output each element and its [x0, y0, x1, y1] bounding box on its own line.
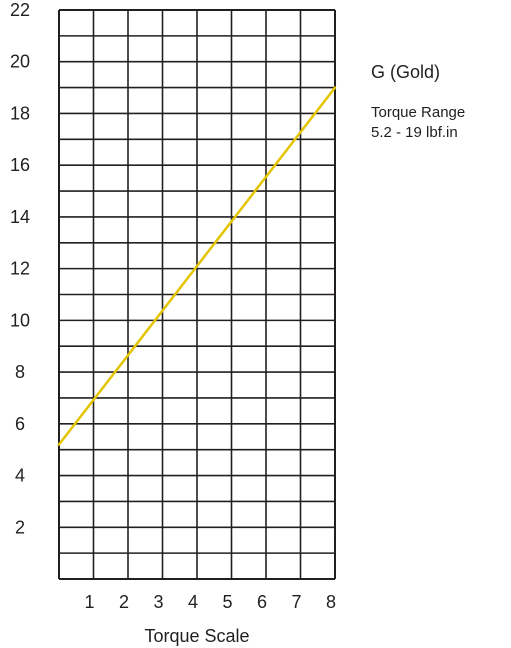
y-tick-label: 4	[15, 466, 25, 486]
x-tick-label: 7	[291, 592, 301, 612]
series-layer	[57, 86, 337, 446]
x-tick-labels: 1 2 3 4 5 6 7 8	[84, 592, 336, 612]
y-tick-label: 8	[15, 362, 25, 382]
x-tick-label: 4	[188, 592, 198, 612]
grid	[58, 9, 336, 580]
y-tick-label: 20	[10, 52, 30, 72]
legend-title: G (Gold)	[371, 62, 441, 82]
y-tick-label: 12	[10, 259, 30, 279]
x-tick-label: 2	[119, 592, 129, 612]
y-tick-label: 2	[15, 517, 25, 537]
x-tick-label: 8	[326, 592, 336, 612]
y-tick-label: 14	[10, 207, 30, 227]
y-tick-label: 18	[10, 103, 30, 123]
torque-range-value: 5.2 - 19 lbf.in	[371, 124, 458, 141]
y-tick-label: 10	[10, 310, 30, 330]
x-tick-label: 1	[84, 592, 94, 612]
series-line-gold	[57, 86, 337, 446]
y-tick-label: 22	[10, 0, 30, 20]
legend-torque-range: Torque Range 5.2 - 19 lbf.in	[371, 103, 465, 143]
y-tick-label: 16	[10, 155, 30, 175]
x-tick-label: 6	[257, 592, 267, 612]
torque-range-label: Torque Range	[371, 104, 466, 121]
x-tick-label: 5	[222, 592, 232, 612]
y-tick-labels: 2 4 6 8 10 12 14 16 18 20 22	[10, 0, 30, 537]
x-axis-title: Torque Scale	[144, 626, 249, 646]
x-tick-label: 3	[153, 592, 163, 612]
y-tick-label: 6	[15, 414, 25, 434]
